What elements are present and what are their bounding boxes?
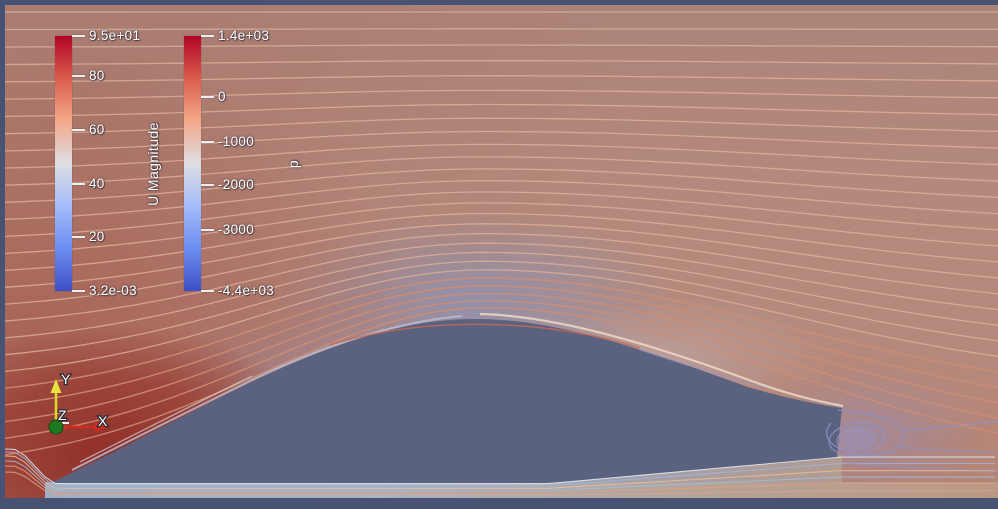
- colorbar-title: p: [285, 159, 301, 168]
- tick-dash: [72, 35, 85, 37]
- flow-graphics-layer: [5, 11, 998, 498]
- tick-dash: [72, 75, 85, 78]
- wake-vortex: [639, 349, 998, 471]
- tick-dash: [72, 236, 85, 239]
- colorbar-tick-label: 60: [89, 121, 105, 137]
- colorbar-tick-label: 3.2e-03: [89, 282, 137, 298]
- colorbar-tick-label: 1.4e+03: [218, 27, 270, 43]
- tick-dash: [201, 140, 214, 143]
- x-axis-arrow: [58, 421, 107, 433]
- orientation-axes-widget: Y X Z: [48, 370, 109, 435]
- scene-area[interactable]: 9.5e+01 80 60 40 20 3.2e-03 U Magnitude 1.4e+…: [5, 5, 998, 498]
- colorbar-tick-label: 9.5e+01: [89, 27, 141, 43]
- gap-streamlines: [5, 448, 995, 496]
- colorbar-tick-label: -1000: [218, 133, 255, 149]
- colorbar-tick-label: 40: [89, 175, 105, 191]
- axis-label-z: Z: [58, 407, 67, 423]
- colorbar-tick-label: -3000: [218, 221, 255, 237]
- tick-dash: [72, 182, 85, 185]
- colorbar-tick-label: 80: [89, 68, 105, 84]
- tick-dash: [201, 96, 214, 99]
- colorbar-tick-label: 20: [89, 229, 105, 245]
- tick-dash: [72, 128, 85, 131]
- tick-dash: [201, 184, 214, 187]
- colorbar-tick-label: 0: [218, 89, 226, 105]
- tick-dash: [201, 228, 214, 231]
- colorbar-tick-label: -2000: [218, 177, 255, 193]
- axis-label-y: Y: [61, 371, 71, 387]
- colorbar-u-magnitude[interactable]: 9.5e+01 80 60 40 20 3.2e-03 U Magnitude: [55, 28, 230, 298]
- colorbar-gradient-bar: [55, 36, 72, 291]
- axis-label-x: X: [98, 413, 108, 429]
- streamlines-layer: [5, 11, 998, 456]
- tick-dash: [201, 290, 214, 292]
- colorbar-tick-label: -4.4e+03: [218, 282, 275, 298]
- surface-accents: [71, 312, 844, 471]
- colorbar-title: U Magnitude: [145, 121, 161, 206]
- tick-dash: [201, 35, 214, 37]
- colorbar-gradient-bar: [184, 36, 201, 291]
- body-geometry: [55, 318, 842, 483]
- z-axis-sphere: [48, 419, 64, 435]
- tick-dash: [72, 290, 85, 292]
- colorbar-p[interactable]: 1.4e+03 0 -1000 -2000 -3000 -4.4e+03 p: [184, 28, 359, 298]
